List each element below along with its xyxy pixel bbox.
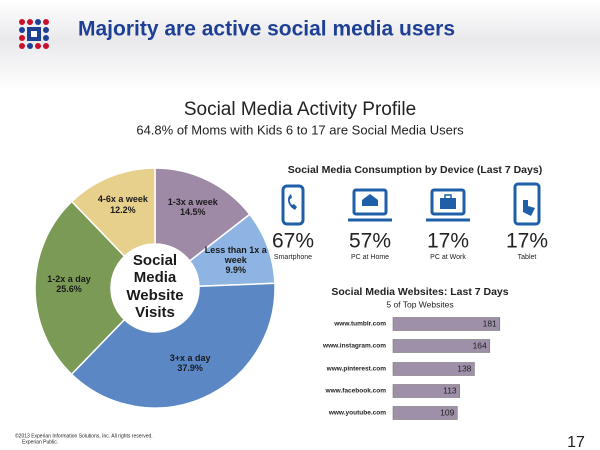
device-icons	[281, 182, 541, 226]
device-value: 67%	[272, 230, 314, 253]
slice-value: 12.2%	[110, 204, 136, 215]
slice-category: 3+x a day	[169, 352, 211, 363]
device-value: 17%	[506, 230, 548, 253]
slice-label: Less than 1x a week 9.9%	[204, 245, 268, 276]
device-label: PC at Home	[351, 254, 389, 261]
classification: Experian Public.	[22, 439, 58, 445]
slice-label: 3+x a day 37.9%	[158, 353, 222, 374]
slice-category: 4-6x a week	[97, 194, 148, 205]
bar-category: www.facebook.com	[325, 388, 387, 395]
bar-title: Social Media Websites: Last 7 Days	[331, 286, 508, 298]
device-label: Tablet	[518, 254, 537, 261]
bar-value: 138	[457, 363, 471, 373]
header-band	[0, 0, 600, 90]
slice-value: 14.5%	[180, 207, 206, 218]
device-label: PC at Work	[430, 254, 466, 261]
bar	[392, 384, 460, 398]
bar-value: 109	[440, 407, 454, 417]
slice-category: Less than 1x a week	[204, 244, 267, 265]
slice-label: 1-2x a day 25.6%	[37, 274, 101, 295]
bar-subtitle: 5 of Top Websites	[386, 299, 453, 309]
bar-category: www.pinterest.com	[326, 366, 387, 373]
page-number: 17	[567, 434, 585, 450]
bar-value: 113	[443, 385, 457, 395]
slice-value: 9.9%	[225, 265, 247, 276]
copyright: ©2013 Experian Information Solutions, In…	[15, 432, 153, 439]
header-title: Majority are active social media users	[78, 18, 455, 41]
slide-subtitle: 64.8% of Moms with Kids 6 to 17 are Soci…	[136, 122, 464, 137]
bar-category: www.youtube.com	[328, 410, 386, 417]
bar-category: www.instagram.com	[322, 343, 386, 350]
slide-title: Social Media Activity Profile	[184, 99, 416, 120]
slice-value: 25.6%	[56, 284, 82, 295]
donut-hole	[111, 244, 199, 332]
slice-value: 37.9%	[177, 362, 203, 373]
slice-label: 4-6x a week 12.2%	[91, 194, 155, 215]
slice-label: 1-3x a week 14.5%	[161, 197, 225, 218]
device-label: Smartphone	[274, 254, 312, 261]
bar	[392, 362, 475, 376]
bar	[392, 317, 501, 331]
bar-value: 164	[473, 340, 487, 350]
device-value: 17%	[427, 230, 469, 253]
bar	[392, 339, 491, 353]
device-title: Social Media Consumption by Device (Last…	[288, 164, 542, 176]
slice-category: 1-2x a day	[47, 273, 91, 284]
center-label: Social Media Website Visits	[126, 252, 184, 321]
bar-category: www.tumblr.com	[333, 321, 386, 328]
slice-category: 1-3x a week	[167, 196, 218, 207]
bar	[392, 406, 458, 420]
bar-value: 181	[483, 318, 497, 328]
logo	[19, 19, 49, 49]
device-value: 57%	[349, 230, 391, 253]
